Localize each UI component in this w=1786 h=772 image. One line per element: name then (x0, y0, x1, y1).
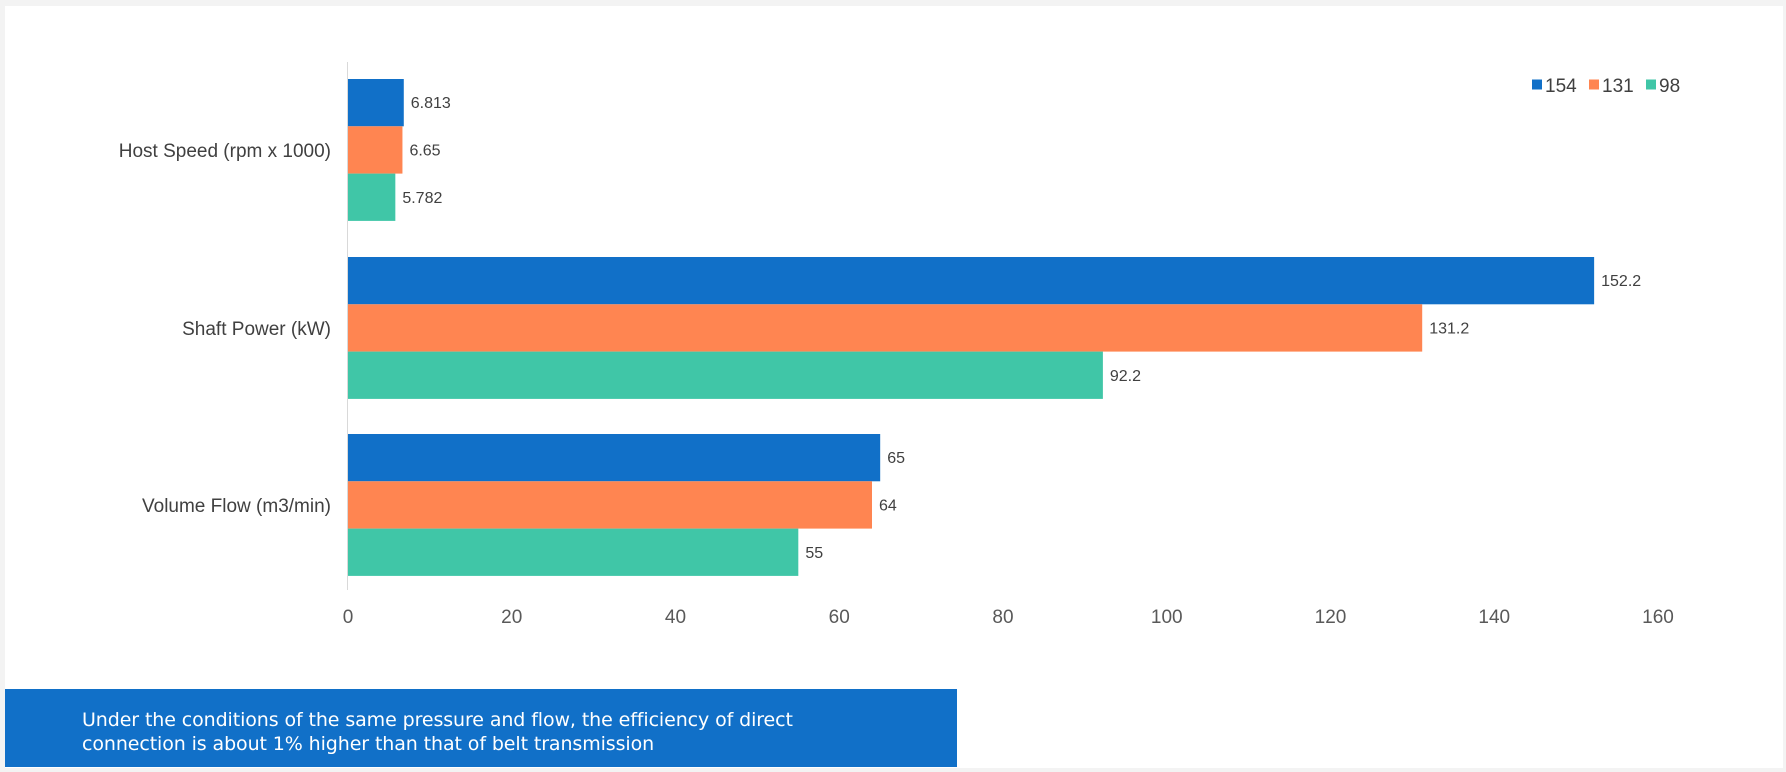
legend-swatch-131 (1589, 79, 1599, 90)
bar-chart: 6.813 6.65 5.782 Host Speed (rpm x 1000) 152… (119, 62, 1680, 628)
x-tick-label-60: 60 (829, 607, 850, 628)
category-label-3: Volume Flow (m3/min) (142, 496, 331, 517)
caption-line-1: Under the conditions of the same pressur… (82, 709, 793, 731)
x-tick-label-140: 140 (1478, 607, 1510, 628)
x-tick-label-0: 0 (343, 607, 354, 628)
caption-box: Under the conditions of the same pressur… (5, 689, 957, 767)
data-label-131-3: 64 (879, 497, 897, 514)
data-label-154-2: 152.2 (1601, 273, 1641, 290)
category-label-1: Host Speed (rpm x 1000) (119, 141, 331, 162)
bar-98-1 (348, 173, 396, 221)
x-tick-label-20: 20 (501, 607, 522, 628)
legend-swatch-154 (1532, 79, 1542, 90)
category-label-2: Shaft Power (kW) (182, 319, 331, 340)
bar-131-1 (348, 126, 403, 174)
legend-swatch-98 (1646, 79, 1656, 90)
data-label-98-3: 55 (805, 545, 823, 562)
x-tick-label-160: 160 (1642, 607, 1674, 628)
bar-154-3 (348, 434, 881, 482)
bar-131-2 (348, 304, 1423, 352)
bar-131-3 (348, 481, 872, 529)
legend-label-98: 98 (1659, 76, 1680, 97)
legend-label-131: 131 (1602, 76, 1634, 97)
bar-154-1 (348, 79, 404, 127)
x-tick-label-40: 40 (665, 607, 686, 628)
data-label-98-2: 92.2 (1110, 368, 1141, 385)
caption-line-2: connection is about 1% higher than that … (82, 733, 655, 755)
x-tick-label-120: 120 (1315, 607, 1347, 628)
data-label-98-1: 5.782 (402, 190, 442, 207)
data-label-131-1: 6.65 (409, 142, 440, 159)
data-label-154-3: 65 (887, 450, 905, 467)
bar-154-2 (348, 257, 1595, 305)
bar-98-3 (348, 528, 799, 576)
x-tick-label-80: 80 (992, 607, 1013, 628)
x-tick-label-100: 100 (1151, 607, 1183, 628)
legend-label-154: 154 (1545, 76, 1577, 97)
data-label-131-2: 131.2 (1429, 320, 1469, 337)
bar-98-2 (348, 351, 1103, 399)
data-label-154-1: 6.813 (411, 95, 451, 112)
